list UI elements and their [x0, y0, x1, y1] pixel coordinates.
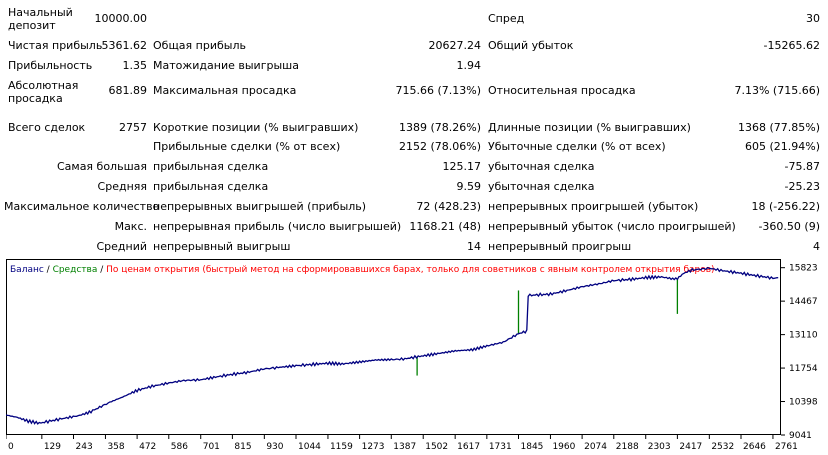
x-tick-label: 1502	[425, 442, 448, 452]
x-tick-label: 1960	[552, 442, 575, 452]
max-consecutive-profit-value: 1168.21 (48)	[409, 220, 481, 233]
y-tick-label: 10398	[789, 398, 818, 408]
legend-model: По ценам открытия (быстрый метод на сфор…	[106, 265, 714, 275]
chart-legend: Баланс / Средства / По ценам открытия (б…	[10, 265, 715, 275]
average-label: Средняя	[97, 180, 147, 193]
plot-area	[6, 259, 781, 435]
profit-factor-value: 1.35	[122, 59, 148, 72]
average-loss-value: -25.23	[784, 180, 820, 193]
legend-sep-1: /	[44, 265, 53, 275]
profit-trades-label: Прибыльные сделки (% от всех)	[153, 140, 341, 153]
gross-loss-label: Общий убыток	[488, 39, 574, 52]
x-tick-label: 1387	[393, 442, 416, 452]
x-tick-label: 358	[107, 442, 124, 452]
total-trades-value: 2757	[119, 121, 147, 134]
max-consecutive-profit-label: непрерывная прибыль (число выигрышей)	[153, 220, 402, 233]
max-consecutive-wins-value: 72 (428.23)	[416, 200, 481, 213]
balance-chart: Баланс / Средства / По ценам открытия (б…	[6, 259, 821, 452]
profit-factor-label: Прибыльность	[8, 59, 93, 72]
x-tick-label: 129	[44, 442, 61, 452]
max-consecutive-losses-label: непрерывных проигрышей (убыток)	[488, 200, 699, 213]
short-positions-label: Короткие позиции (% выигравших)	[153, 121, 359, 134]
largest-loss-label: убыточная сделка	[488, 160, 595, 173]
x-tick-label: 2417	[679, 442, 702, 452]
x-tick-label: 930	[266, 442, 283, 452]
x-tick-label: 815	[234, 442, 251, 452]
max-consecutive-label: Максимальное количество	[4, 200, 160, 213]
x-tick-label: 1617	[457, 442, 480, 452]
expected-payoff-label: Матожидание выигрыша	[153, 59, 299, 72]
x-tick-label: 2646	[743, 442, 766, 452]
net-profit-label: Чистая прибыль	[8, 39, 103, 52]
loss-trades-value: 605 (21.94%)	[744, 140, 820, 153]
x-tick-label: 1845	[521, 442, 544, 452]
max-consecutive-losses-value: 18 (-256.22)	[751, 200, 820, 213]
expected-payoff-value: 1.94	[456, 59, 482, 72]
x-tick-label: 243	[76, 442, 93, 452]
net-profit-value: 5361.62	[101, 39, 148, 52]
relative-drawdown-label: Относительная просадка	[488, 84, 636, 97]
avg-consecutive-label: Средний	[96, 240, 147, 253]
largest-loss-value: -75.87	[784, 160, 820, 173]
equity-series	[416, 278, 679, 376]
x-tick-label: 472	[139, 442, 156, 452]
gross-profit-label: Общая прибыль	[153, 39, 246, 52]
loss-trades-label: Убыточные сделки (% от всех)	[488, 140, 666, 153]
y-tick-label: 11754	[789, 364, 818, 374]
spread-value: 30	[806, 12, 820, 25]
x-axis: 0 129 243 358 472 586 701 815 930 1044 1159 1273 138…	[6, 435, 798, 452]
max-consecutive-wins-label: непрерывных выигрышей (прибыль)	[153, 200, 367, 213]
x-tick-label: 2074	[584, 442, 607, 452]
legend-balance: Баланс	[10, 265, 44, 275]
x-tick-label: 2532	[711, 442, 734, 452]
x-tick-label: 2303	[648, 442, 671, 452]
average-profit-value: 9.59	[456, 180, 482, 193]
absolute-drawdown-value: 681.89	[108, 84, 148, 97]
y-tick-label: 13110	[789, 331, 818, 341]
maximal-drawdown-label: Максимальная просадка	[153, 84, 297, 97]
avg-consecutive-losses-label: непрерывный проигрыш	[488, 240, 632, 253]
legend-sep-2: /	[97, 265, 106, 275]
average-loss-label: убыточная сделка	[488, 180, 595, 193]
long-positions-label: Длинные позиции (% выигравших)	[488, 121, 691, 134]
y-axis: 9041 10398 11754 13110 14467 15823	[781, 264, 818, 441]
x-tick-label: 586	[171, 442, 188, 452]
x-tick-label: 1273	[362, 442, 385, 452]
avg-consecutive-wins-value: 14	[467, 240, 481, 253]
max-consecutive-loss-value: -360.50 (9)	[758, 220, 820, 233]
long-positions-value: 1368 (77.85%)	[737, 121, 820, 134]
x-tick-label: 2188	[616, 442, 639, 452]
x-tick-label: 701	[203, 442, 220, 452]
y-tick-label: 15823	[789, 264, 818, 274]
avg-consecutive-wins-label: непрерывный выигрыш	[153, 240, 291, 253]
gross-profit-value: 20627.24	[428, 39, 482, 52]
absolute-drawdown-label: Абсолютная просадка	[8, 79, 79, 105]
x-tick-label: 1731	[489, 442, 512, 452]
profit-trades-value: 2152 (78.06%)	[398, 140, 481, 153]
avg-consecutive-losses-value: 4	[813, 240, 820, 253]
x-tick-label: 2761	[775, 442, 798, 452]
maximal-drawdown-value: 715.66 (7.13%)	[395, 84, 481, 97]
initial-deposit-value: 10000.00	[94, 12, 148, 25]
relative-drawdown-value: 7.13% (715.66)	[734, 84, 820, 97]
gross-loss-value: -15265.62	[763, 39, 820, 52]
largest-profit-label: прибыльная сделка	[153, 160, 269, 173]
balance-chart-svg: Баланс / Средства / По ценам открытия (б…	[6, 259, 818, 452]
balance-series-line	[6, 266, 779, 425]
largest-profit-value: 125.17	[442, 160, 482, 173]
largest-label: Самая большая	[56, 160, 147, 173]
initial-deposit-label: Начальный депозит	[8, 6, 73, 32]
max-consecutive-loss-label: непрерывный убыток (число проигрышей)	[488, 220, 736, 233]
legend-equity: Средства	[53, 265, 98, 275]
x-tick-label: 1044	[298, 442, 321, 452]
x-tick-label: 1159	[330, 442, 353, 452]
total-trades-label: Всего сделок	[8, 121, 86, 134]
short-positions-value: 1389 (78.26%)	[398, 121, 481, 134]
average-profit-label: прибыльная сделка	[153, 180, 269, 193]
y-tick-label: 14467	[789, 297, 818, 307]
spread-label: Спред	[488, 12, 525, 25]
max-consecutive-amount-label: Макс.	[114, 220, 147, 233]
x-tick-label: 0	[8, 442, 14, 452]
y-tick-label: 9041	[789, 431, 812, 441]
